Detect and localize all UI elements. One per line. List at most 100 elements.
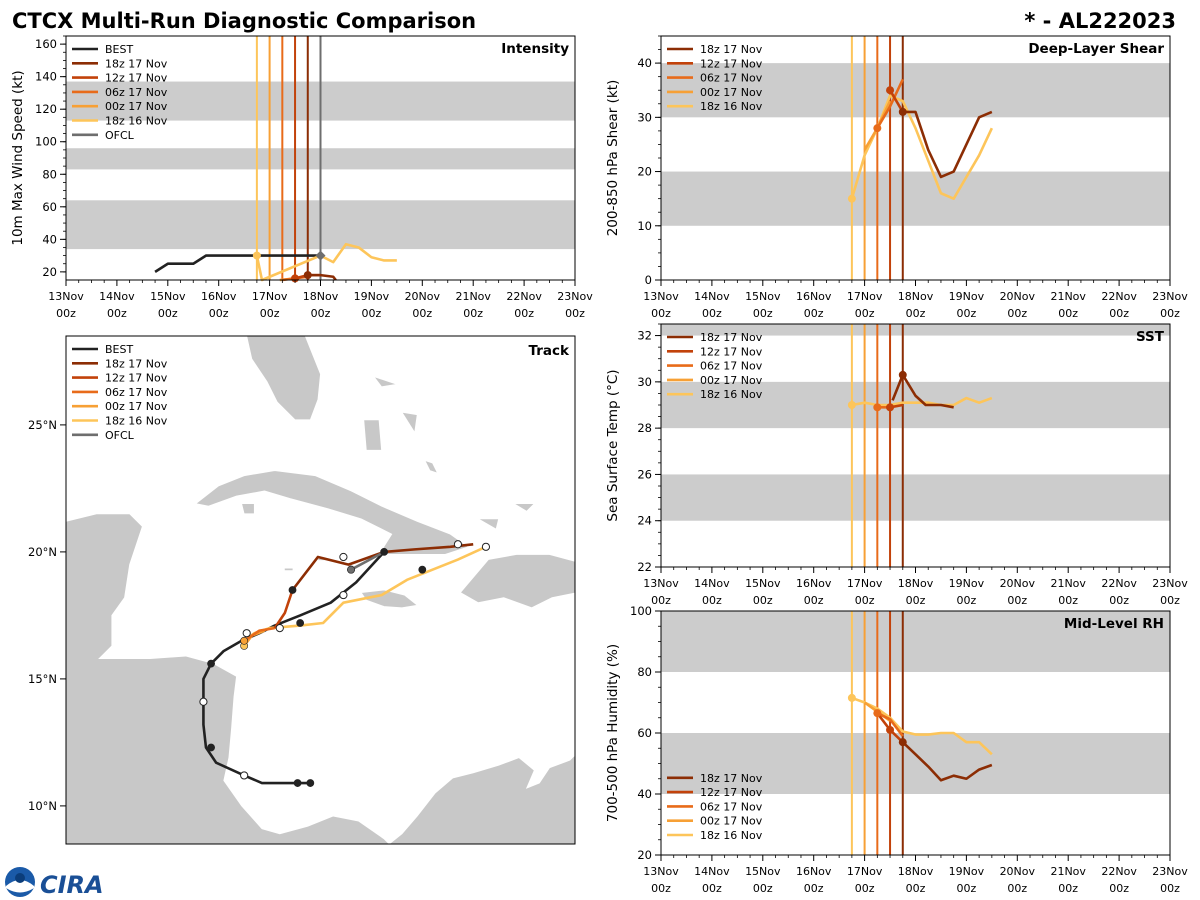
series-line-06z-17-nov	[876, 78, 904, 129]
x-tick-label: 00z	[855, 594, 875, 607]
panel-rh: 20 40 60 80 100 13Nov 00z 14Nov 00z 15Nov 00z 16Nov…	[605, 604, 1188, 895]
x-tick-label: 21Nov	[1050, 577, 1086, 590]
y-tick-label: 28	[637, 421, 652, 435]
y-tick-label: 120	[35, 102, 57, 116]
x-tick-label: 00z	[1160, 594, 1180, 607]
track-marker-best	[380, 548, 389, 556]
shaded-band	[661, 171, 1170, 226]
cira-logo: CIRA	[40, 871, 104, 899]
track-marker-best	[242, 629, 251, 638]
legend-label-ofcl: OFCL	[105, 429, 135, 442]
y-tick-label: 140	[35, 70, 57, 84]
legend-label-06z-17-nov: 06z 17 Nov	[700, 72, 763, 85]
y-axis-label: 200-850 hPa Shear (kt)	[605, 80, 621, 237]
track-marker-best	[296, 619, 305, 627]
x-tick-label: 19Nov	[949, 577, 985, 590]
land-bahamas-3	[424, 459, 439, 474]
y-axis-label: 10m Max Wind Speed (kt)	[10, 70, 26, 245]
marker-18z-17-nov	[303, 271, 312, 280]
x-tick-label: 00z	[260, 307, 280, 320]
panel-title: Mid-Level RH	[1064, 616, 1164, 632]
y-tick-label: 40	[637, 787, 652, 801]
land-bahamas-5	[512, 503, 536, 512]
x-tick-label: 22Nov	[1101, 865, 1137, 878]
lat-tick-label: 15°N	[28, 672, 57, 686]
land-andros	[363, 419, 383, 451]
y-tick-label: 20	[637, 165, 652, 179]
x-tick-label: 00z	[1160, 882, 1180, 895]
shaded-band	[661, 733, 1170, 794]
x-tick-label: 00z	[651, 882, 671, 895]
track-marker-best	[481, 542, 491, 551]
x-tick-label: 00z	[1007, 307, 1027, 320]
x-tick-label: 20Nov	[405, 290, 441, 303]
panel-title: Deep-Layer Shear	[1028, 41, 1164, 57]
x-tick-label: 00z	[906, 594, 926, 607]
x-tick-label: 00z	[906, 882, 926, 895]
x-tick-label: 19Nov	[949, 290, 985, 303]
legend-label-12z-17-nov: 12z 17 Nov	[700, 345, 763, 358]
land-bahamas-1	[372, 375, 397, 388]
y-tick-label: 10	[637, 219, 652, 233]
x-tick-label: 17Nov	[847, 577, 883, 590]
x-tick-label: 00z	[1109, 307, 1129, 320]
legend-label-00z-17-nov: 00z 17 Nov	[700, 86, 763, 99]
legend-label-06z-17-nov: 06z 17 Nov	[105, 86, 168, 99]
panel-title: Track	[529, 343, 570, 359]
track-line-ofcl	[350, 550, 385, 571]
track-marker-best	[453, 540, 463, 549]
y-tick-label: 26	[637, 467, 652, 481]
track-marker-best	[306, 779, 315, 787]
series-line-06z-17-nov	[876, 712, 904, 737]
track-marker-best	[418, 565, 427, 574]
x-tick-label: 00z	[753, 594, 773, 607]
x-tick-label: 18Nov	[898, 577, 934, 590]
series-line-18z-17-nov	[902, 110, 993, 179]
land-yucatan-central-america	[66, 513, 390, 844]
track-marker-best	[293, 779, 302, 787]
x-tick-label: 18Nov	[898, 290, 934, 303]
legend-label-18z-16-nov: 18z 16 Nov	[700, 829, 763, 842]
marker-18z-16-nov	[252, 251, 261, 260]
x-tick-label: 00z	[1058, 882, 1078, 895]
y-tick-label: 160	[35, 37, 57, 51]
storm-id: * - AL222023	[1024, 9, 1176, 33]
legend-label-00z-17-nov: 00z 17 Nov	[105, 400, 168, 413]
y-tick-label: 30	[637, 110, 652, 124]
x-tick-label: 17Nov	[252, 290, 288, 303]
legend-label-18z-16-nov: 18z 16 Nov	[700, 388, 763, 401]
legend-label-18z-17-nov: 18z 17 Nov	[700, 772, 763, 785]
shaded-band	[661, 324, 1170, 336]
x-tick-label: 00z	[565, 307, 585, 320]
x-tick-label: 17Nov	[847, 865, 883, 878]
series-line-12z-17-nov	[888, 89, 904, 113]
x-tick-label: 00z	[753, 307, 773, 320]
legend-label-00z-17-nov: 00z 17 Nov	[105, 100, 168, 113]
panel-title: Intensity	[501, 41, 569, 57]
x-tick-label: 21Nov	[455, 290, 491, 303]
land-grand-cayman	[283, 567, 294, 572]
marker-12z-17-nov	[886, 86, 895, 95]
x-tick-label: 21Nov	[1050, 290, 1086, 303]
x-tick-label: 00z	[1058, 594, 1078, 607]
track-line-06z-17-nov	[243, 626, 275, 642]
legend-label-06z-17-nov: 06z 17 Nov	[105, 386, 168, 399]
x-tick-label: 00z	[804, 882, 824, 895]
land-isla-juventud	[241, 503, 255, 515]
legend-label-12z-17-nov: 12z 17 Nov	[105, 72, 168, 85]
x-tick-label: 00z	[1160, 307, 1180, 320]
series-line-18z-17-nov	[891, 373, 954, 409]
x-tick-label: 14Nov	[694, 577, 730, 590]
x-tick-label: 23Nov	[1152, 865, 1188, 878]
plot-area	[661, 324, 1170, 567]
x-tick-label: 15Nov	[745, 577, 781, 590]
marker-18z-17-nov	[898, 738, 907, 747]
track-marker-best	[339, 552, 348, 562]
x-tick-label: 00z	[514, 307, 534, 320]
x-tick-label: 00z	[463, 307, 483, 320]
x-tick-label: 00z	[362, 307, 382, 320]
lat-tick-label: 25°N	[28, 418, 57, 432]
